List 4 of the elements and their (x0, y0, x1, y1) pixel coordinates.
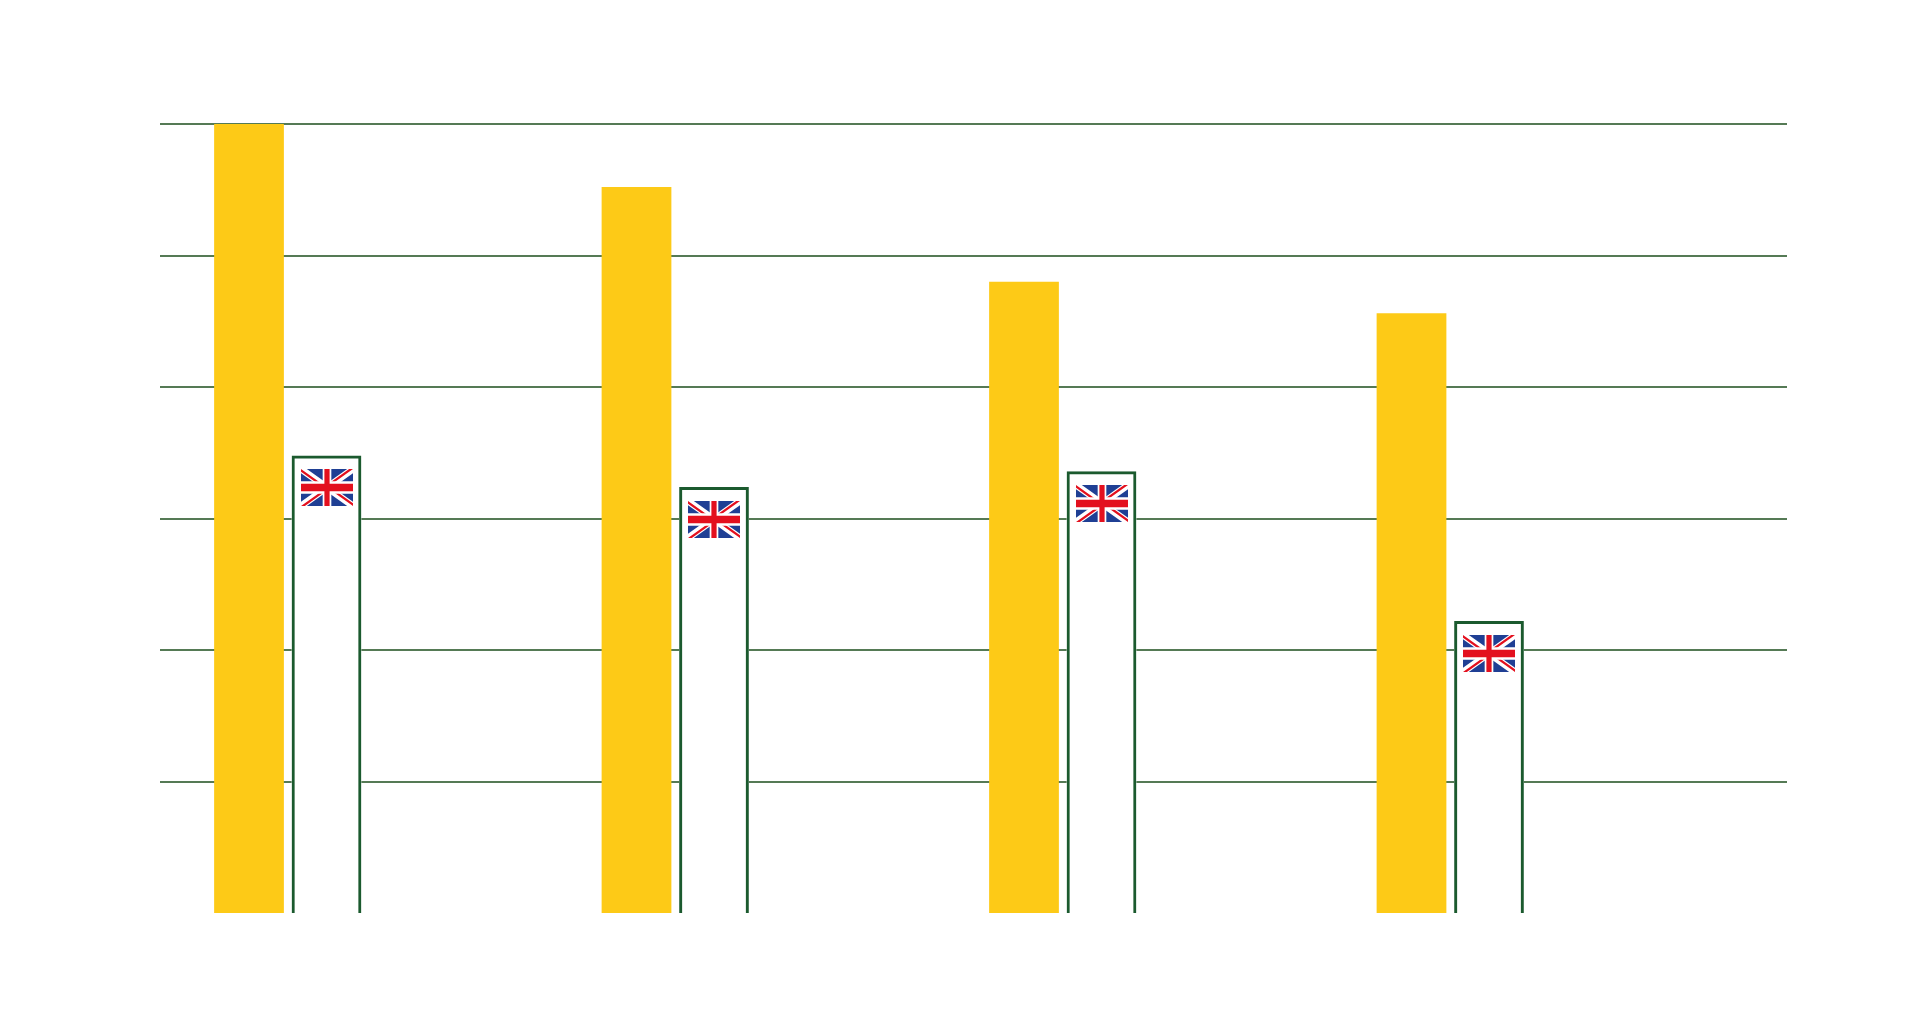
bar (601, 187, 672, 913)
bar (1376, 313, 1447, 913)
bar (989, 281, 1059, 913)
bar (214, 124, 284, 913)
